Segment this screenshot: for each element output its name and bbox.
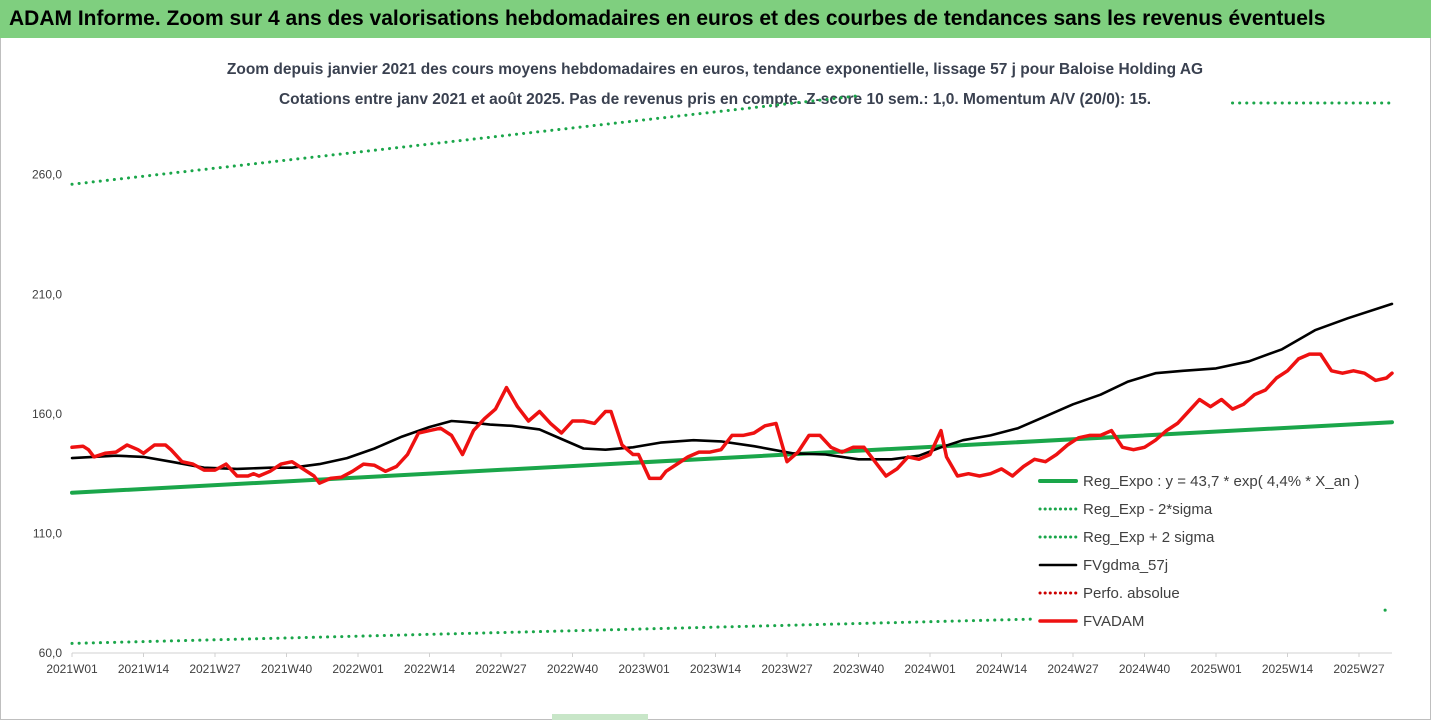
legend-entry-label: Reg_Exp + 2 sigma <box>1083 529 1215 546</box>
x-tick-label: 2021W40 <box>261 662 313 676</box>
series-line-2 <box>70 94 860 186</box>
x-tick-label: 2024W40 <box>1119 662 1171 676</box>
plot-series <box>70 94 1394 645</box>
x-tick-label: 2021W14 <box>118 662 170 676</box>
y-tick-label: 160,0 <box>32 407 62 421</box>
x-tick-label: 2025W14 <box>1262 662 1314 676</box>
x-tick-label: 2024W14 <box>976 662 1028 676</box>
chart-title: Zoom depuis janvier 2021 des cours moyen… <box>227 61 1203 78</box>
legend-entry-label: Reg_Exp - 2*sigma <box>1083 501 1213 518</box>
chart-subtitle: Cotations entre janv 2021 et août 2025. … <box>279 91 1151 108</box>
y-tick-label: 110,0 <box>33 526 62 540</box>
x-tick-label: 2022W40 <box>547 662 599 676</box>
y-tick-label: 210,0 <box>32 287 62 301</box>
y-tick-label: 260,0 <box>32 168 62 182</box>
x-tick-label: 2024W01 <box>904 662 956 676</box>
legend-entry-label: Perfo. absolue <box>1083 585 1180 602</box>
y-tick-label: 60,0 <box>39 646 63 660</box>
x-tick-label: 2025W01 <box>1190 662 1242 676</box>
scroll-indicator <box>552 714 648 720</box>
x-tick-label: 2025W27 <box>1333 662 1385 676</box>
x-tick-label: 2023W01 <box>618 662 670 676</box>
x-tick-label: 2023W40 <box>833 662 885 676</box>
x-tick-label: 2022W14 <box>404 662 456 676</box>
report-banner-title: ADAM Informe. Zoom sur 4 ans des valoris… <box>0 0 1431 38</box>
x-tick-label: 2024W27 <box>1047 662 1099 676</box>
x-tick-label: 2022W01 <box>332 662 384 676</box>
legend: Reg_Expo : y = 43,7 * exp( 4,4% * X_an )… <box>1038 473 1359 630</box>
series-line-5 <box>70 352 1394 485</box>
series-line-0 <box>70 420 1394 495</box>
legend-entry-label: FVgdma_57j <box>1083 557 1168 574</box>
legend-entry-label: Reg_Expo : y = 43,7 * exp( 4,4% * X_an ) <box>1083 473 1359 490</box>
x-tick-label: 2022W27 <box>475 662 527 676</box>
x-tick-label: 2021W01 <box>46 662 98 676</box>
x-tick-label: 2023W27 <box>761 662 813 676</box>
legend-entry-label: FVADAM <box>1083 613 1144 630</box>
legend-background <box>1033 468 1383 638</box>
x-axis: 2021W01 2021W14 2021W27 2021W40 2022W01 2022W… <box>46 653 1385 676</box>
y-axis: 60,0 110,0 160,0 210,0 260,0 <box>32 168 62 660</box>
series-line-3 <box>70 302 1394 471</box>
x-tick-label: 2021W27 <box>189 662 241 676</box>
x-tick-label: 2023W14 <box>690 662 742 676</box>
chart-area: Zoom depuis janvier 2021 des cours moyen… <box>32 61 1394 676</box>
